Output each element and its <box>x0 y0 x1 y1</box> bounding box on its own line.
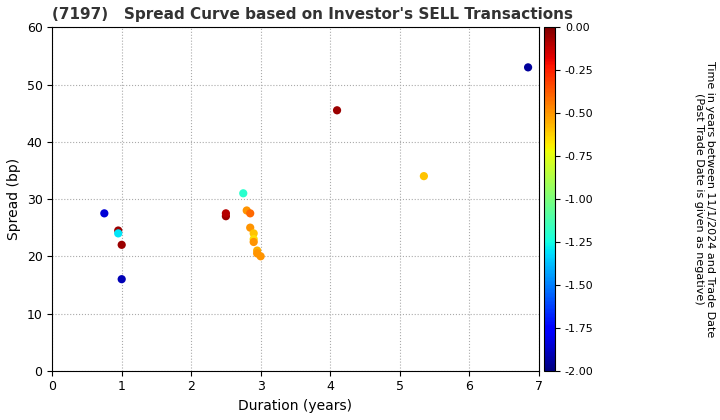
Point <box>522 64 534 71</box>
Point <box>248 236 259 242</box>
Point <box>112 227 124 234</box>
Point <box>248 239 259 245</box>
Point <box>418 173 430 179</box>
Point <box>331 107 343 114</box>
Point <box>116 241 127 248</box>
Point <box>112 230 124 237</box>
Point <box>238 190 249 197</box>
Point <box>220 213 232 220</box>
Point <box>245 224 256 231</box>
Point <box>220 210 232 217</box>
X-axis label: Duration (years): Duration (years) <box>238 399 352 413</box>
Text: (7197)   Spread Curve based on Investor's SELL Transactions: (7197) Spread Curve based on Investor's … <box>53 7 573 22</box>
Y-axis label: Time in years between 11/1/2024 and Trade Date
(Past Trade Date is given as nega: Time in years between 11/1/2024 and Trad… <box>694 61 716 337</box>
Point <box>255 253 266 260</box>
Point <box>116 276 127 283</box>
Point <box>241 207 253 214</box>
Y-axis label: Spread (bp): Spread (bp) <box>7 158 21 240</box>
Point <box>248 230 259 237</box>
Point <box>245 210 256 217</box>
Point <box>251 247 263 254</box>
Point <box>99 210 110 217</box>
Point <box>251 250 263 257</box>
